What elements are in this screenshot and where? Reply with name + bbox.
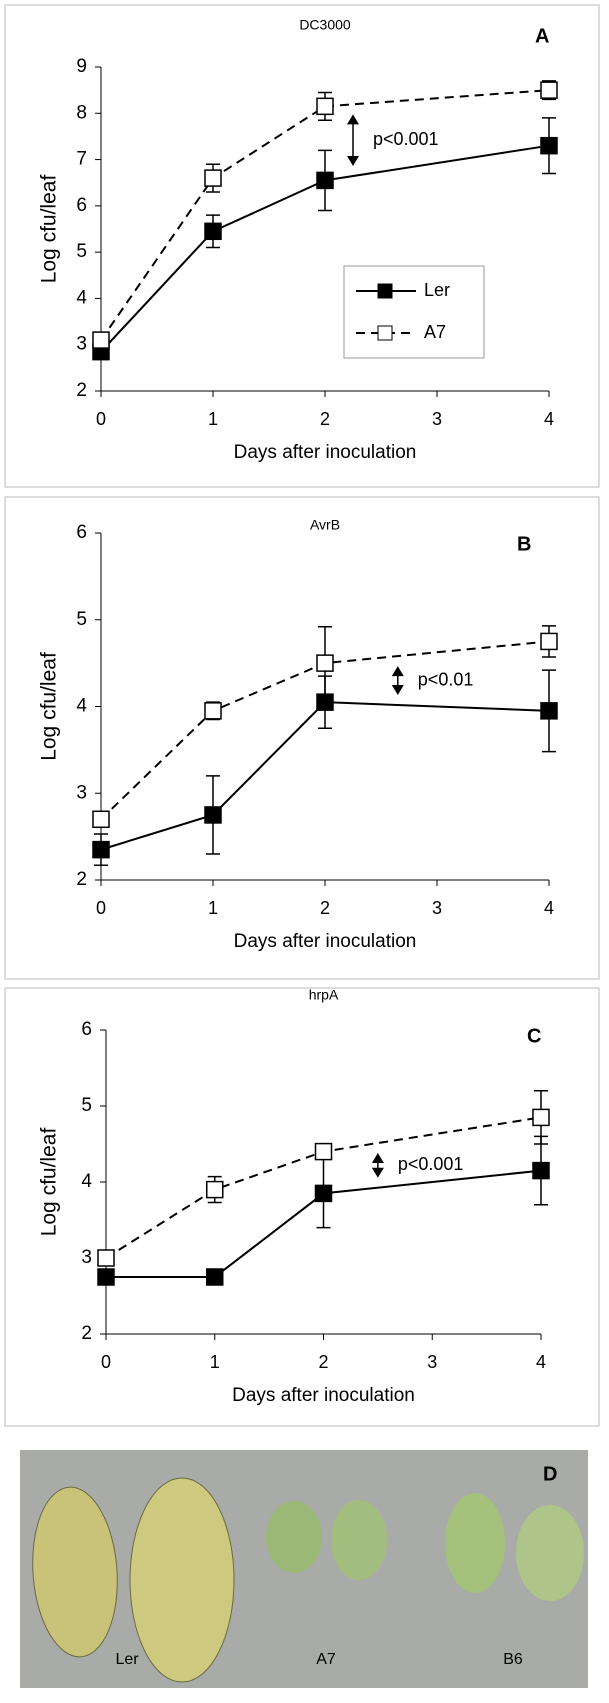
data-point bbox=[532, 1108, 550, 1127]
data-point bbox=[540, 632, 558, 651]
x-tick-label: 0 bbox=[96, 409, 106, 429]
x-tick-label: 4 bbox=[544, 898, 554, 918]
x-tick-label: 3 bbox=[432, 898, 442, 918]
data-point bbox=[540, 81, 558, 99]
legend-marker bbox=[377, 325, 393, 341]
y-tick-label: 3 bbox=[81, 1247, 92, 1268]
series-line bbox=[106, 1169, 542, 1278]
x-tick-label: 2 bbox=[320, 898, 330, 918]
data-point bbox=[316, 654, 334, 672]
chart-title: DC3000 bbox=[299, 17, 351, 33]
y-tick-label: 3 bbox=[76, 782, 87, 803]
annotation: p<0.001 bbox=[398, 1154, 464, 1174]
y-axis-title: Log cfu/leaf bbox=[38, 1128, 61, 1237]
y-tick-label: 6 bbox=[76, 195, 87, 216]
panel-label: D bbox=[543, 1463, 557, 1485]
data-point bbox=[92, 840, 110, 859]
x-tick-label: 4 bbox=[536, 1352, 546, 1372]
photo-caption: B6 bbox=[503, 1651, 523, 1668]
data-point bbox=[204, 169, 222, 187]
annotation: p<0.01 bbox=[418, 669, 474, 689]
y-tick-label: 5 bbox=[76, 609, 87, 630]
y-tick-label: 6 bbox=[76, 522, 87, 543]
legend-label: A7 bbox=[424, 322, 446, 342]
panel-label: A bbox=[535, 25, 549, 47]
data-point bbox=[314, 1142, 333, 1161]
panel-frame bbox=[4, 4, 600, 488]
leaf bbox=[516, 1505, 584, 1601]
photo-caption: A7 bbox=[316, 1651, 336, 1668]
y-tick-label: 5 bbox=[76, 241, 87, 262]
data-point bbox=[92, 810, 110, 829]
x-axis-title: Days after inoculation bbox=[234, 442, 417, 463]
y-tick-label: 5 bbox=[81, 1095, 92, 1116]
x-tick-label: 0 bbox=[101, 1352, 111, 1372]
x-tick-label: 3 bbox=[432, 409, 442, 429]
panel-frame bbox=[4, 987, 600, 1427]
legend-box bbox=[343, 265, 485, 359]
series-line bbox=[105, 1116, 542, 1259]
legend-label: Ler bbox=[424, 280, 450, 300]
y-tick-label: 2 bbox=[76, 869, 87, 890]
y-tick-label: 6 bbox=[81, 1019, 92, 1040]
leaf bbox=[331, 1500, 387, 1580]
data-point bbox=[204, 806, 222, 824]
y-tick-label: 3 bbox=[76, 334, 87, 355]
chart-title: AvrB bbox=[310, 517, 340, 533]
x-axis-title: Days after inoculation bbox=[232, 1385, 415, 1406]
data-point bbox=[206, 1180, 224, 1199]
y-tick-label: 4 bbox=[81, 1171, 92, 1192]
arrow-head bbox=[371, 1153, 384, 1178]
x-tick-label: 2 bbox=[320, 409, 330, 429]
data-point bbox=[314, 1184, 333, 1203]
x-tick-label: 1 bbox=[208, 409, 218, 429]
x-tick-label: 4 bbox=[544, 409, 554, 429]
chart-title: hrpA bbox=[309, 987, 339, 1003]
x-tick-label: 1 bbox=[208, 898, 218, 918]
data-point bbox=[316, 97, 334, 116]
y-tick-label: 7 bbox=[76, 149, 87, 170]
series-line bbox=[100, 89, 550, 341]
x-axis-title: Days after inoculation bbox=[234, 931, 417, 952]
y-tick-label: 2 bbox=[81, 1323, 92, 1344]
data-point bbox=[206, 1268, 224, 1286]
leaf bbox=[266, 1501, 322, 1573]
leaf bbox=[32, 1486, 118, 1658]
data-point bbox=[532, 1161, 550, 1180]
arrow-head bbox=[391, 666, 404, 695]
series-line bbox=[100, 701, 550, 851]
photo-panel: D Ler A7 B6 bbox=[20, 1450, 588, 1688]
y-tick-label: 4 bbox=[76, 696, 87, 717]
data-point bbox=[92, 331, 110, 349]
panel-label: C bbox=[527, 1025, 541, 1047]
annotation: p<0.001 bbox=[373, 129, 439, 149]
y-tick-label: 9 bbox=[76, 56, 87, 77]
data-point bbox=[204, 222, 222, 241]
y-tick-label: 8 bbox=[76, 102, 87, 123]
data-point bbox=[97, 1268, 115, 1286]
series-line bbox=[100, 640, 550, 820]
data-point bbox=[204, 702, 222, 720]
leaf bbox=[445, 1493, 505, 1593]
data-point bbox=[540, 136, 558, 155]
leaf bbox=[129, 1477, 235, 1683]
data-point bbox=[540, 702, 558, 720]
panel-frame bbox=[4, 496, 600, 980]
photo-caption: Ler bbox=[115, 1651, 139, 1668]
legend-marker bbox=[377, 283, 393, 299]
y-axis-title: Log cfu/leaf bbox=[38, 175, 61, 284]
data-point bbox=[316, 171, 334, 190]
y-axis-title: Log cfu/leaf bbox=[38, 652, 61, 761]
y-tick-label: 2 bbox=[76, 380, 87, 401]
x-tick-label: 0 bbox=[96, 898, 106, 918]
y-tick-label: 4 bbox=[76, 287, 87, 308]
data-point bbox=[97, 1249, 115, 1267]
series-line bbox=[100, 144, 550, 353]
x-tick-label: 2 bbox=[318, 1352, 328, 1372]
x-tick-label: 3 bbox=[427, 1352, 437, 1372]
panel-label: B bbox=[517, 533, 531, 555]
x-tick-label: 1 bbox=[210, 1352, 220, 1372]
